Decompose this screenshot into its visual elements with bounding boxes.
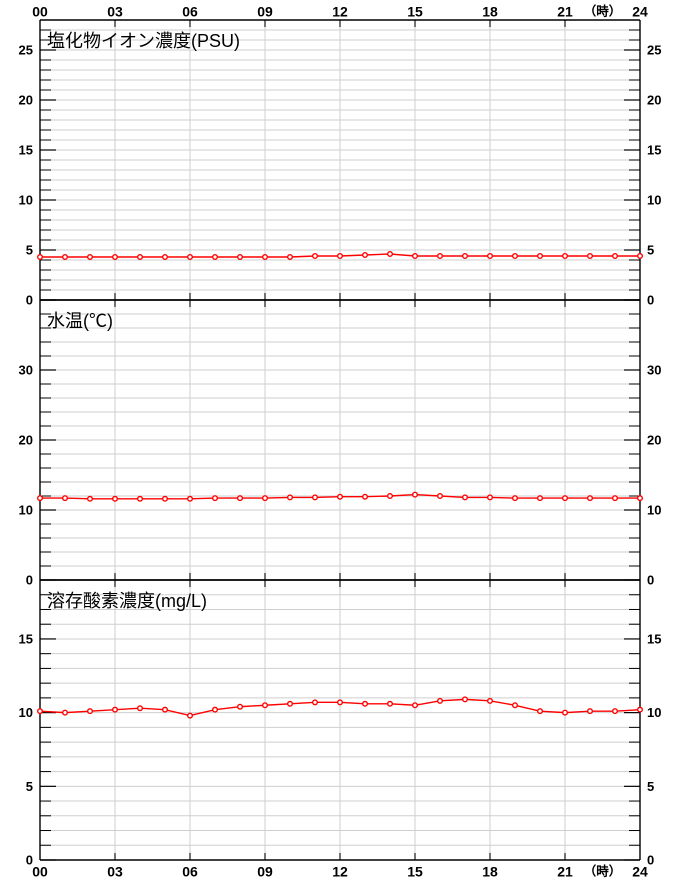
svg-text:15: 15 bbox=[647, 143, 661, 158]
svg-text:10: 10 bbox=[19, 705, 33, 720]
svg-text:25: 25 bbox=[647, 43, 661, 58]
svg-text:0: 0 bbox=[647, 573, 654, 588]
svg-text:20: 20 bbox=[19, 93, 33, 108]
svg-text:24: 24 bbox=[632, 864, 648, 880]
svg-text:20: 20 bbox=[19, 433, 33, 448]
svg-text:10: 10 bbox=[19, 503, 33, 518]
svg-text:10: 10 bbox=[647, 705, 661, 720]
svg-text:00: 00 bbox=[32, 864, 48, 880]
svg-text:15: 15 bbox=[407, 4, 423, 20]
svg-text:00: 00 bbox=[32, 4, 48, 20]
svg-text:5: 5 bbox=[647, 243, 654, 258]
svg-text:21: 21 bbox=[557, 864, 573, 880]
svg-text:15: 15 bbox=[19, 631, 33, 646]
svg-text:0: 0 bbox=[26, 573, 33, 588]
svg-text:0: 0 bbox=[647, 293, 654, 308]
svg-text:03: 03 bbox=[107, 4, 123, 20]
svg-text:20: 20 bbox=[647, 433, 661, 448]
svg-text:18: 18 bbox=[482, 864, 498, 880]
svg-text:06: 06 bbox=[182, 864, 198, 880]
svg-text:（時）: （時） bbox=[584, 864, 622, 879]
svg-text:5: 5 bbox=[26, 243, 33, 258]
svg-text:0: 0 bbox=[26, 293, 33, 308]
svg-text:塩化物イオン濃度(PSU): 塩化物イオン濃度(PSU) bbox=[47, 31, 240, 51]
svg-text:06: 06 bbox=[182, 4, 198, 20]
svg-text:15: 15 bbox=[19, 143, 33, 158]
svg-text:30: 30 bbox=[19, 363, 33, 378]
svg-text:15: 15 bbox=[647, 631, 661, 646]
svg-text:03: 03 bbox=[107, 864, 123, 880]
svg-text:24: 24 bbox=[632, 4, 648, 20]
svg-text:18: 18 bbox=[482, 4, 498, 20]
svg-text:25: 25 bbox=[19, 43, 33, 58]
svg-text:10: 10 bbox=[647, 503, 661, 518]
svg-text:水温(℃): 水温(℃) bbox=[47, 311, 113, 331]
svg-text:（時）: （時） bbox=[584, 4, 622, 19]
svg-text:5: 5 bbox=[647, 779, 654, 794]
svg-text:12: 12 bbox=[332, 864, 348, 880]
svg-text:溶存酸素濃度(mg/L): 溶存酸素濃度(mg/L) bbox=[47, 591, 207, 611]
svg-text:5: 5 bbox=[26, 779, 33, 794]
svg-text:21: 21 bbox=[557, 4, 573, 20]
svg-text:30: 30 bbox=[647, 363, 661, 378]
svg-text:09: 09 bbox=[257, 864, 273, 880]
svg-text:10: 10 bbox=[647, 193, 661, 208]
svg-text:0: 0 bbox=[647, 853, 654, 868]
svg-text:10: 10 bbox=[19, 193, 33, 208]
svg-text:15: 15 bbox=[407, 864, 423, 880]
svg-text:12: 12 bbox=[332, 4, 348, 20]
svg-text:09: 09 bbox=[257, 4, 273, 20]
svg-text:20: 20 bbox=[647, 93, 661, 108]
